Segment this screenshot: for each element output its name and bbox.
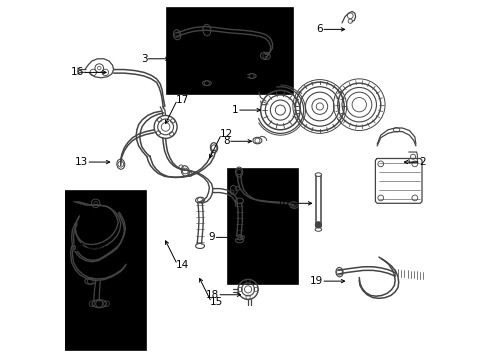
Text: 16: 16: [71, 67, 84, 77]
Text: 12: 12: [219, 129, 232, 139]
Text: 7: 7: [259, 262, 265, 272]
Text: 18: 18: [205, 290, 219, 300]
Text: 14: 14: [175, 260, 188, 270]
Text: 15: 15: [209, 297, 223, 307]
Bar: [167, 8, 292, 94]
Circle shape: [314, 222, 321, 228]
Bar: [65, 191, 145, 350]
Bar: [228, 169, 298, 284]
Text: 17: 17: [175, 95, 188, 105]
Text: 10: 10: [276, 198, 289, 208]
Text: 5: 5: [173, 78, 179, 88]
Text: 1: 1: [232, 105, 238, 115]
Text: 4: 4: [219, 71, 226, 81]
Text: 19: 19: [309, 276, 323, 286]
Text: 6: 6: [316, 24, 323, 35]
Text: 11: 11: [73, 243, 86, 253]
Text: 13: 13: [75, 157, 88, 167]
Text: 3: 3: [141, 54, 147, 64]
Text: 8: 8: [223, 136, 229, 146]
Text: 2: 2: [418, 157, 425, 167]
Text: 9: 9: [208, 232, 215, 242]
